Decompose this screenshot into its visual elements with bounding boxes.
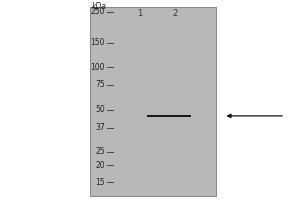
Text: 75: 75 [95,80,105,89]
Text: 15: 15 [95,178,105,187]
Text: 20: 20 [95,161,105,170]
Text: 37: 37 [95,123,105,132]
Text: kDa: kDa [92,2,106,11]
Text: 2: 2 [173,9,178,18]
Bar [147,115,190,117]
Text: 25: 25 [95,147,105,156]
Bar [90,7,216,196]
Text: 50: 50 [95,105,105,114]
Text: 1: 1 [137,9,142,18]
Text: 250: 250 [91,7,105,16]
Text: 100: 100 [91,63,105,72]
Text: 150: 150 [91,38,105,47]
